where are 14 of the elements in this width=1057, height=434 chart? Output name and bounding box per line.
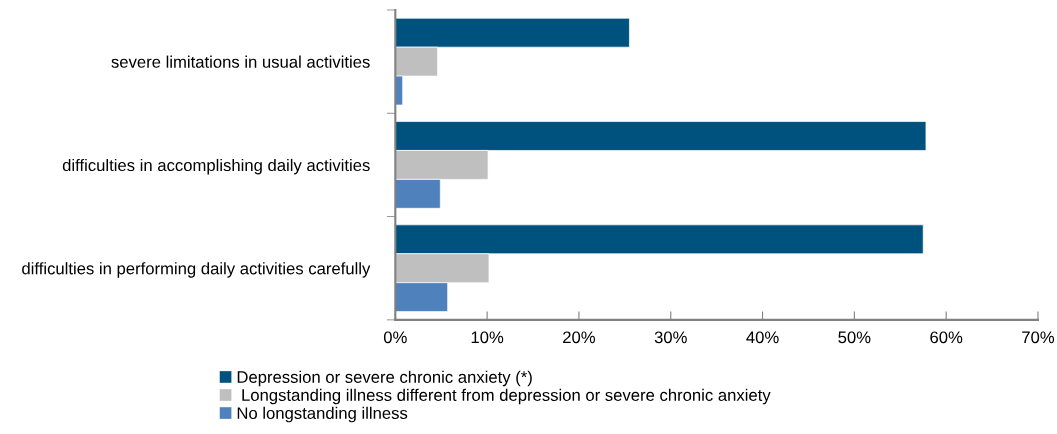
x-tick-label: 10% bbox=[471, 331, 504, 344]
legend-label: No longstanding illness bbox=[237, 406, 408, 423]
x-tick-label: 70% bbox=[1022, 331, 1055, 344]
legend-label: Depression or severe chronic anxiety (*) bbox=[237, 370, 532, 387]
x-tick-label: 60% bbox=[930, 331, 963, 344]
x-tick-label: 20% bbox=[563, 331, 596, 344]
legend-label: Longstanding illness different from depression or severe chronic anxiety bbox=[242, 388, 771, 405]
x-tick-label: 40% bbox=[746, 331, 779, 344]
x-tick-label: 30% bbox=[654, 331, 687, 344]
y-tick-label: difficulties in accomplishing daily activities bbox=[62, 158, 370, 175]
y-tick-label: difficulties in performing daily activities carefully bbox=[22, 262, 371, 278]
x-tick-label: 50% bbox=[838, 331, 871, 344]
y-tick-label: severe limitations in usual activities bbox=[111, 55, 370, 68]
x-tick-label: 0% bbox=[383, 331, 407, 344]
